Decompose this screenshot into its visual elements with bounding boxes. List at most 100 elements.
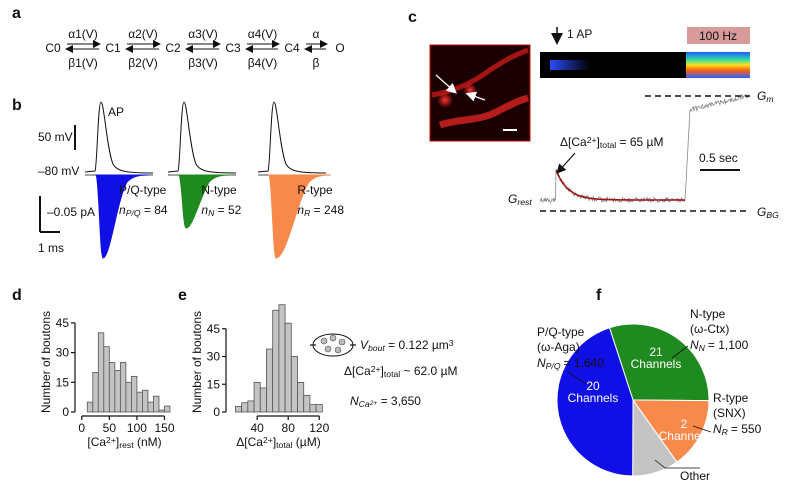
histogram-bar	[130, 375, 138, 413]
histogram-bar	[103, 346, 110, 413]
pointer	[556, 152, 576, 174]
slice-name: R-type	[713, 391, 749, 405]
histogram-bar	[247, 400, 255, 413]
vesicle-icon	[334, 346, 342, 354]
histogram-bar	[278, 304, 286, 413]
text-part: N	[699, 343, 706, 353]
histogram-bar	[315, 404, 323, 413]
text-part: P/Q	[546, 361, 561, 371]
text-part: R	[304, 208, 310, 218]
histogram-bar	[119, 362, 127, 413]
rest-label: –80 mV	[38, 164, 79, 178]
text-part: n	[297, 203, 304, 217]
x-tick-label: 50	[103, 421, 117, 435]
text-part: ]	[116, 435, 119, 449]
text-part: ]	[273, 435, 276, 449]
histogram-bar	[86, 401, 94, 413]
rate-backward: β3(V)	[188, 56, 218, 70]
text-part: ~ 62.0 µM	[400, 364, 457, 378]
slice-value-label: = 1,100	[708, 338, 749, 352]
text-part: 2+	[106, 435, 116, 445]
text-part: P/Q	[126, 208, 141, 218]
text-part: (µM)	[292, 435, 320, 449]
scale-label: 50 mV	[38, 130, 73, 144]
panel-label: e	[178, 287, 187, 304]
amplitude-label: Δ[Ca2+]total = 65 µM	[560, 135, 663, 150]
state: C4	[284, 41, 300, 55]
text-part: rest	[517, 197, 532, 207]
leader-line	[654, 459, 700, 469]
channel-count: 21	[649, 345, 663, 359]
x-tick-label: 150	[154, 421, 174, 435]
linescan	[540, 52, 750, 78]
histogram-bar	[97, 332, 105, 413]
y-tick-label: 30	[207, 350, 221, 364]
state: C0	[45, 41, 61, 55]
text-part: m	[766, 94, 773, 104]
rate-forward: α4(V)	[248, 27, 278, 41]
pie-slice	[608, 323, 710, 402]
panel-label: c	[408, 9, 417, 26]
fit-curve	[555, 169, 685, 201]
panel-label: a	[12, 5, 21, 22]
histogram-bar	[259, 387, 267, 413]
panel-label: d	[12, 287, 22, 304]
text-part: total	[276, 440, 292, 450]
rate-forward: α3(V)	[188, 27, 218, 41]
rate-backward: β4(V)	[248, 56, 278, 70]
histogram-bar	[284, 322, 292, 413]
text-part: 2+	[369, 400, 378, 407]
slice-value: NN = 1,100	[690, 338, 749, 353]
panel-label: f	[596, 287, 602, 304]
current-count: nN = 52	[201, 203, 241, 218]
text-part: total	[600, 140, 616, 150]
text-part: 2+	[263, 435, 273, 445]
text-part: = 248	[310, 203, 344, 217]
y-tick-label: 45	[56, 316, 70, 330]
leader-line	[692, 425, 712, 433]
y-tick-label: 15	[207, 377, 221, 391]
x-axis-title: [Ca2+]rest (nM)	[87, 435, 161, 450]
ap-trace	[84, 101, 154, 174]
micrograph	[429, 44, 531, 142]
calcium-amplitude: Δ[Ca2+]total ~ 62.0 µM	[344, 364, 457, 379]
train-bar	[687, 27, 750, 44]
rate-forward: α2(V)	[128, 27, 158, 41]
histogram-bar	[309, 404, 317, 413]
level-label: GBG	[757, 205, 779, 220]
text-part: (nM)	[134, 435, 162, 449]
vesicle-icon	[320, 337, 328, 345]
histogram-bar	[153, 395, 160, 413]
current-trace	[94, 174, 150, 259]
slice-name: N-type	[690, 307, 726, 321]
vesicle-icon	[324, 345, 332, 353]
state: C2	[165, 41, 181, 55]
text-part: N	[208, 208, 215, 218]
rate-backward: β	[313, 56, 320, 70]
text-part: N	[713, 422, 722, 436]
text-part: n	[201, 203, 208, 217]
histogram-bar	[125, 381, 132, 413]
text-part: = 65 µM	[616, 135, 663, 149]
level-label: Gm	[757, 89, 774, 104]
rate-forward: α1(V)	[68, 27, 98, 41]
x-tick-label: 40	[250, 421, 264, 435]
histogram-bar	[297, 381, 305, 413]
rate-forward: α	[313, 27, 320, 41]
histogram-bar	[241, 402, 249, 413]
y-tick-label: 30	[56, 346, 70, 360]
current-trace	[177, 174, 232, 229]
ap-trace	[167, 101, 237, 174]
text-part: N	[537, 356, 546, 370]
pie-slice	[632, 399, 710, 463]
text-part: G	[508, 192, 517, 206]
histogram-bar	[266, 348, 274, 413]
state: O	[335, 41, 344, 55]
y-tick-label: 15	[56, 375, 70, 389]
text-part: G	[757, 205, 766, 219]
text-part: ]	[597, 135, 600, 149]
state: C1	[105, 41, 121, 55]
text-part: = 52	[214, 203, 241, 217]
slice-name: Other	[680, 469, 710, 483]
